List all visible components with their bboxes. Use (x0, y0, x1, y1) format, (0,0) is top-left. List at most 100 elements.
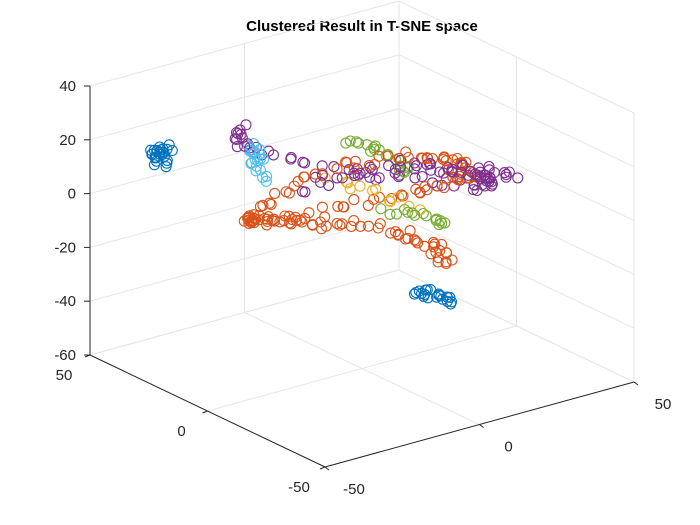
cluster-4-point (389, 163, 402, 175)
cluster-5-point (373, 144, 385, 156)
cluster-2-point (334, 219, 346, 231)
cluster-4-point (467, 184, 479, 196)
cluster-2-point (348, 162, 360, 174)
cluster-4-point (482, 173, 494, 185)
cluster-1-point (416, 287, 428, 299)
cluster-2-point (362, 220, 375, 232)
cluster-5-point (384, 208, 396, 220)
back-wall-gridline-z (89, 269, 400, 356)
cluster-2-point (385, 227, 397, 239)
cluster-2-point (269, 187, 281, 199)
cluster-1-point (160, 161, 172, 173)
y-tick-mark (319, 466, 326, 470)
cluster-2-point (254, 201, 266, 213)
cluster-2-point (261, 215, 274, 228)
cluster-6-point (249, 153, 261, 165)
cluster-4-point (331, 172, 343, 184)
z-tick-label: 20 (59, 132, 76, 149)
cluster-2-point (440, 257, 452, 270)
cluster-4-point (229, 133, 241, 145)
cluster-4-point (410, 160, 422, 172)
x-tick-label: 50 (655, 396, 672, 413)
cluster-5-point (352, 137, 365, 149)
floor-gridline-y (207, 325, 517, 412)
x-tick-label: -50 (343, 481, 365, 498)
cluster-2-point (316, 201, 328, 213)
y-tick-label: 50 (56, 367, 73, 384)
x-tick-label: 0 (504, 439, 512, 456)
cluster-4-point (232, 128, 244, 140)
y-tick-label: -50 (288, 479, 310, 496)
cluster-4-point (336, 172, 348, 184)
cluster-2-point (363, 159, 375, 172)
cluster-2-point (332, 200, 344, 212)
cluster-4-point (349, 170, 361, 182)
cluster-5-point (402, 206, 414, 218)
y-tick-mark (202, 410, 208, 414)
cluster-4-point (239, 140, 251, 152)
cluster-1-point (441, 295, 453, 307)
cluster-4-point (456, 159, 468, 171)
cluster-2-point (400, 146, 412, 158)
cluster-2-point (437, 153, 449, 166)
cluster-4-point (230, 126, 243, 139)
cluster-4-point (473, 162, 485, 174)
cluster-2-point (436, 238, 448, 250)
chart-title: Clustered Result in T-SNE space (246, 18, 478, 35)
y-tick-label: 0 (177, 423, 185, 440)
cluster-2-point (410, 183, 422, 195)
cluster-4-point (416, 170, 428, 183)
cluster-4-point (434, 166, 446, 178)
cluster-4-point (408, 163, 420, 175)
cluster-4-point (285, 153, 297, 165)
cluster-4-point (240, 119, 252, 131)
cluster-2-point (396, 189, 408, 201)
cluster-2-point (427, 236, 440, 248)
cluster-2-point (309, 168, 321, 180)
cluster-4-point (231, 141, 243, 153)
cluster-2-point (345, 220, 357, 232)
cluster-2-point (337, 201, 349, 213)
cluster-4-point (512, 172, 524, 184)
cluster-2-point (298, 171, 310, 183)
cluster-2-point (446, 254, 458, 266)
cluster-4-point (500, 169, 512, 181)
back-wall-gridline-z (89, 54, 400, 141)
cluster-2-point (265, 198, 277, 210)
cluster-5-point (417, 207, 429, 220)
cluster-2-point (340, 156, 352, 168)
cluster-6-point (260, 175, 272, 187)
cluster-2-point (284, 217, 296, 229)
z-tick-label: -40 (54, 293, 76, 310)
cluster-5-point (361, 139, 373, 151)
cluster-5-point (409, 209, 421, 221)
right-wall-gridline-z (398, 108, 635, 222)
back-wall-gridline-z (89, 0, 400, 87)
cluster-4-point (462, 169, 474, 181)
cluster-2-point (285, 218, 297, 230)
cluster-3-point (367, 185, 379, 197)
cluster-2-point (418, 240, 431, 252)
cluster-2-point (393, 152, 405, 164)
cluster-4-point (343, 164, 355, 176)
cluster-2-point (417, 152, 429, 164)
cluster-2-point (238, 215, 250, 227)
cluster-6-point (242, 140, 254, 152)
grid-layer (89, 0, 635, 468)
cluster-2-point (425, 248, 437, 260)
cluster-2-point (410, 235, 422, 247)
z-tick-label: -20 (54, 239, 76, 256)
cluster-6-point (245, 157, 257, 169)
right-wall-gridline-z (398, 54, 635, 168)
cluster-2-point (314, 216, 327, 228)
cluster-5-point (431, 213, 443, 225)
cluster-2-point (438, 182, 450, 194)
cluster-3-point (384, 196, 396, 208)
cluster-2-point (296, 216, 308, 228)
cluster-4-point (373, 172, 385, 184)
cluster-2-point (348, 215, 360, 227)
x-tick-mark (633, 381, 639, 386)
cluster-2-point (331, 163, 343, 175)
cluster-2-point (404, 225, 416, 237)
